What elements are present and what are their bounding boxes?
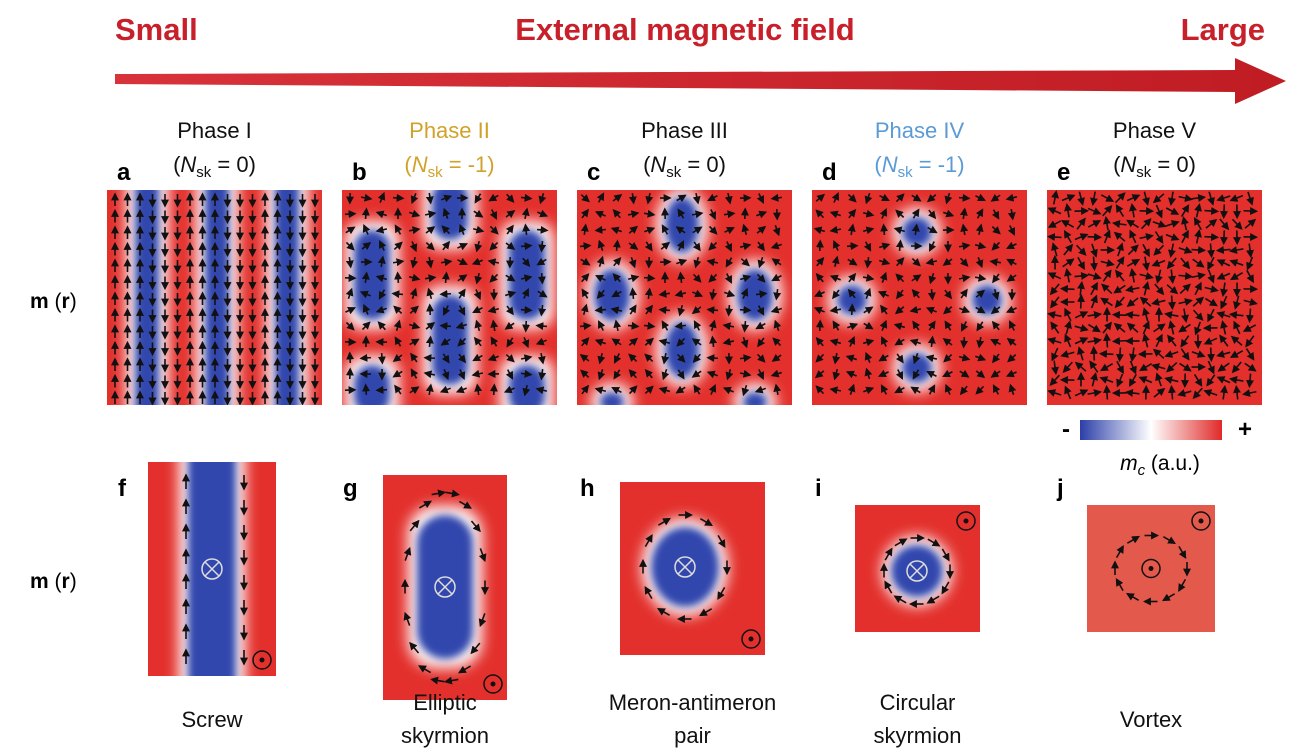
map-panel <box>812 190 1027 405</box>
caption: Screw <box>181 707 242 732</box>
map-panel <box>1047 190 1262 405</box>
caption: pair <box>674 723 711 748</box>
phase-charge: (Nsk = -1) <box>874 152 964 181</box>
caption: Circular <box>880 690 956 715</box>
colorbar <box>1080 420 1222 440</box>
phase-charge: (Nsk = 0) <box>643 152 726 181</box>
panel-letter: h <box>580 475 595 502</box>
row-label: m (r) <box>30 290 77 313</box>
phase-charge: (Nsk = 0) <box>1113 152 1196 181</box>
map-panel <box>1087 505 1215 632</box>
field-small: Small <box>115 12 198 47</box>
phase-title: Phase I <box>177 118 252 143</box>
colorbar-max: + <box>1238 416 1252 443</box>
panel-letter: d <box>822 159 837 186</box>
row-label: m (r) <box>30 570 77 593</box>
caption: Vortex <box>1120 707 1182 732</box>
map-panel <box>855 505 980 632</box>
panel-letter: j <box>1056 475 1064 502</box>
figure: Small External magnetic field Large m (r… <box>0 0 1297 749</box>
map-panel <box>342 171 557 424</box>
panel-letter: f <box>118 475 127 502</box>
caption: Elliptic <box>413 690 477 715</box>
colorbar-label: mc (a.u.) <box>1120 452 1200 479</box>
panel-letter: c <box>587 159 600 186</box>
phase-charge: (Nsk = -1) <box>404 152 494 181</box>
caption: Meron-antimeron <box>609 690 777 715</box>
map-panel <box>107 149 322 447</box>
phase-title: Phase III <box>641 118 728 143</box>
panel-letter: g <box>343 475 358 502</box>
phase-title: Phase II <box>409 118 490 143</box>
field-title: External magnetic field <box>515 12 854 47</box>
panel-letter: e <box>1057 159 1070 186</box>
caption: skyrmion <box>401 723 489 748</box>
panel-letter: i <box>815 475 822 502</box>
map-panel <box>383 475 507 700</box>
panel-letter: b <box>352 159 367 186</box>
panel-letter: a <box>117 159 131 186</box>
field-arrow <box>115 58 1286 104</box>
phase-charge: (Nsk = 0) <box>173 152 256 181</box>
caption: skyrmion <box>873 723 961 748</box>
colorbar-min: - <box>1062 416 1070 443</box>
map-panel <box>148 430 276 708</box>
phase-title: Phase V <box>1113 118 1196 143</box>
field-large: Large <box>1181 12 1265 47</box>
phase-title: Phase IV <box>875 118 965 143</box>
map-panel <box>620 482 765 655</box>
map-panel <box>577 188 792 421</box>
